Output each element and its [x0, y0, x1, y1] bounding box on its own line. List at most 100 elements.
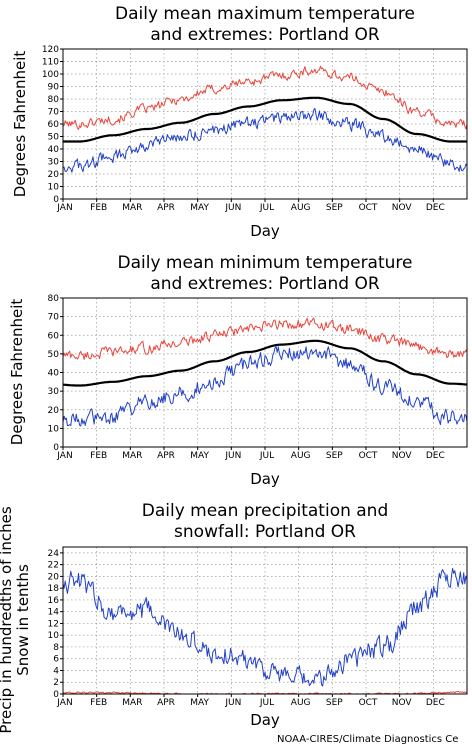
x-tick-label: MAY [190, 451, 209, 461]
series-line-mean [63, 339, 467, 387]
x-tick-label: SEP [326, 203, 343, 213]
y-tick-label: 70 [48, 313, 60, 323]
x-tick-label: APR [157, 451, 175, 461]
x-axis-label: Day [250, 711, 280, 729]
y-tick-label: 30 [48, 158, 60, 168]
y-tick-label: 60 [48, 120, 60, 130]
y-tick-label: 4 [53, 666, 59, 676]
x-tick-label: JAN [56, 698, 72, 708]
y-axis-label: Precip in hundredths of inches [0, 506, 15, 733]
x-tick-label: DEC [426, 203, 445, 213]
y-tick-label: 50 [48, 350, 60, 360]
plot-frame [62, 48, 468, 200]
y-tick-label: 40 [48, 369, 60, 379]
x-tick-label: FEB [90, 451, 107, 461]
x-tick-label: SEP [326, 698, 343, 708]
x-tick-label: FEB [90, 698, 107, 708]
y-tick-label: 0 [53, 690, 59, 700]
chart-title: Daily mean maximum temperature [115, 4, 415, 24]
x-axis-label: Day [250, 470, 280, 488]
x-tick-label: MAR [122, 451, 142, 461]
y-axis-label: Snow in tenths [14, 564, 32, 676]
plot-area [63, 65, 467, 173]
y-axis-label: Degrees Fahrenheit [11, 51, 29, 198]
y-tick-label: 120 [42, 45, 59, 55]
series-line-record-low [63, 107, 467, 173]
x-tick-label: NOV [392, 451, 413, 461]
x-tick-label: OCT [359, 451, 378, 461]
y-tick-label: 0 [53, 443, 59, 453]
y-tick-label: 20 [48, 406, 60, 416]
x-tick-label: JAN [56, 451, 72, 461]
y-tick-label: 20 [48, 170, 60, 180]
x-tick-label: MAR [122, 698, 142, 708]
y-tick-label: 12 [48, 619, 59, 629]
y-tick-label: 14 [48, 608, 60, 618]
series-line-mean [63, 96, 467, 143]
y-tick-label: 90 [48, 83, 60, 93]
x-tick-label: OCT [359, 698, 378, 708]
x-tick-label: DEC [426, 698, 445, 708]
y-tick-label: 0 [53, 195, 59, 205]
x-tick-label: MAR [122, 203, 142, 213]
y-tick-label: 16 [48, 596, 60, 606]
y-axis-label: Degrees Fahrenheit [8, 299, 26, 446]
x-tick-label: APR [157, 203, 175, 213]
chart-title: and extremes: Portland OR [150, 25, 380, 45]
y-tick-label: 22 [48, 561, 59, 571]
y-tick-label: 24 [48, 549, 60, 559]
x-tick-label: JUN [224, 203, 241, 213]
x-tick-label: APR [157, 698, 175, 708]
y-tick-label: 10 [48, 631, 60, 641]
series-line-precipitation [63, 567, 467, 687]
x-tick-label: JUL [259, 451, 274, 461]
x-tick-label: AUG [291, 203, 311, 213]
x-tick-label: AUG [291, 451, 311, 461]
x-tick-label: FEB [90, 203, 107, 213]
chart-title: Daily mean minimum temperature [118, 253, 413, 273]
x-axis-label: Day [250, 222, 280, 240]
x-tick-label: JUL [259, 203, 274, 213]
series-line-snowfall [63, 690, 467, 694]
y-tick-label: 110 [42, 58, 59, 68]
plot-area [63, 317, 467, 427]
x-tick-label: MAY [190, 203, 209, 213]
x-tick-label: JUN [224, 698, 241, 708]
y-tick-label: 10 [48, 424, 60, 434]
y-tick-label: 6 [53, 655, 59, 665]
y-tick-label: 8 [53, 643, 59, 653]
x-tick-label: NOV [392, 203, 413, 213]
y-tick-label: 30 [48, 387, 60, 397]
x-tick-label: OCT [359, 203, 378, 213]
y-tick-label: 80 [48, 95, 60, 105]
y-tick-label: 18 [48, 584, 60, 594]
credit-text: NOAA-CIRES/Climate Diagnostics Ce [277, 734, 458, 745]
plot-frame [62, 546, 468, 695]
x-tick-label: DEC [426, 451, 445, 461]
x-tick-label: NOV [392, 698, 413, 708]
y-tick-label: 70 [48, 108, 60, 118]
y-tick-label: 40 [48, 145, 60, 155]
plot-area [63, 567, 467, 694]
y-tick-label: 50 [48, 133, 60, 143]
x-tick-label: JUL [259, 698, 274, 708]
y-tick-label: 100 [42, 70, 59, 80]
series-line-record-high [63, 65, 467, 130]
y-tick-label: 80 [48, 294, 60, 304]
y-tick-label: 10 [48, 183, 60, 193]
chart-title: Daily mean precipitation and [142, 501, 389, 521]
series-line-record-low [63, 345, 467, 427]
chart-title: and extremes: Portland OR [150, 274, 380, 294]
x-tick-label: JAN [56, 203, 72, 213]
chart-title: snowfall: Portland OR [174, 522, 356, 542]
y-tick-label: 60 [48, 331, 60, 341]
plot-frame [62, 297, 468, 448]
y-tick-label: 2 [53, 678, 59, 688]
x-tick-label: MAY [190, 698, 209, 708]
y-tick-label: 20 [48, 572, 60, 582]
series-line-record-high [63, 317, 467, 360]
